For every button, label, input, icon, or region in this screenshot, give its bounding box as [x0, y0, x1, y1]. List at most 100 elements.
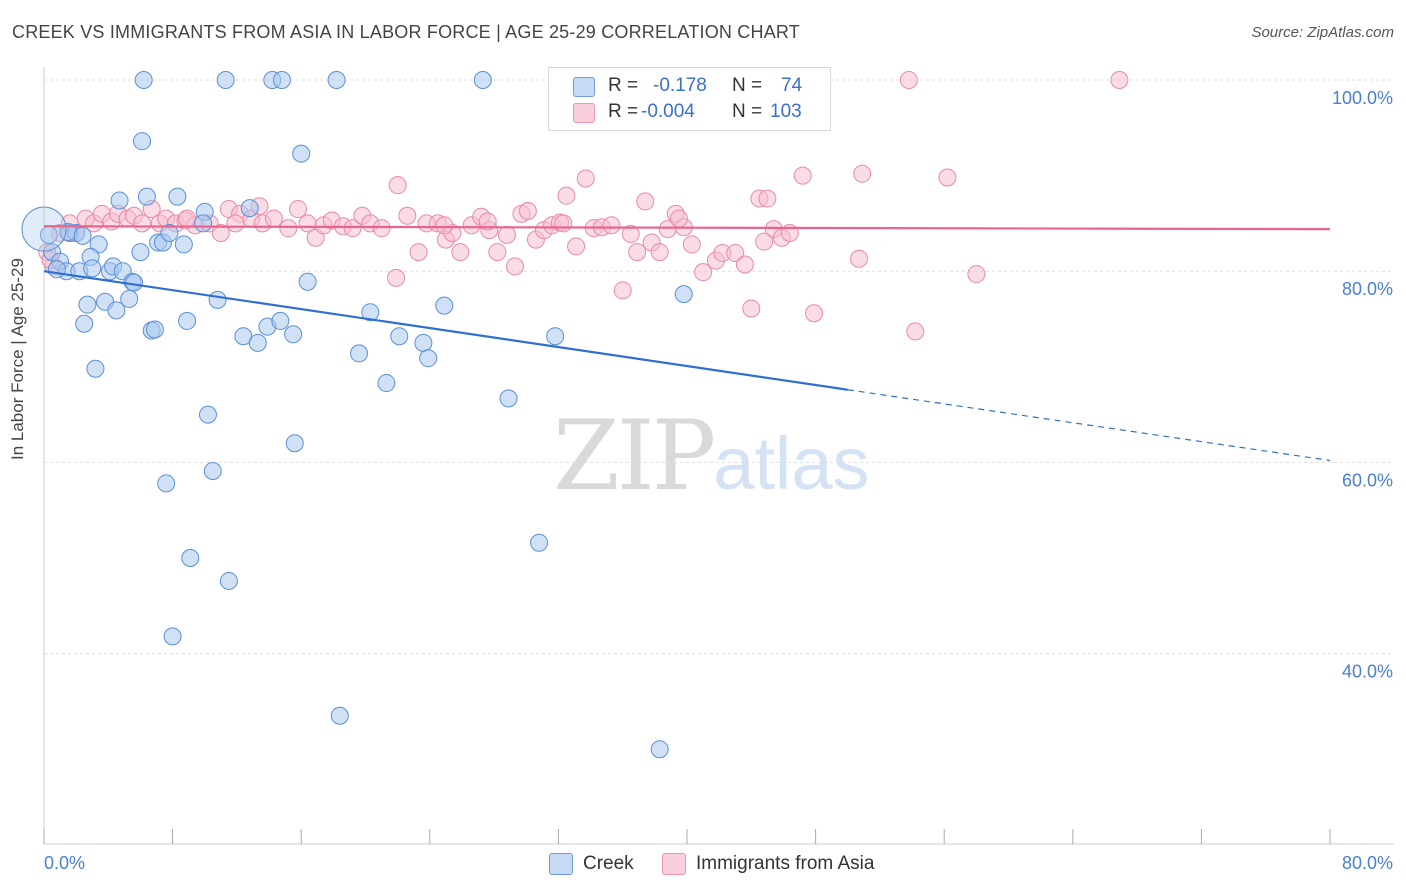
- legend: R = -0.178 N = 74 R = -0.004 N = 103: [548, 67, 831, 131]
- axes: [43, 67, 1394, 845]
- legend-n-value-creek: 74: [781, 75, 803, 96]
- asia-point: [576, 169, 595, 188]
- asia-point: [758, 189, 777, 208]
- asia-point: [906, 322, 925, 341]
- asia-point: [398, 206, 417, 225]
- asia-point: [726, 244, 745, 263]
- creek-point: [133, 132, 152, 151]
- legend-n-label: N =: [732, 75, 763, 96]
- creek-point: [674, 285, 693, 304]
- asia-point: [755, 232, 774, 251]
- creek-point: [414, 333, 433, 352]
- legend-r-label: R =: [608, 75, 639, 96]
- asia-point: [279, 219, 298, 238]
- creek-point: [272, 71, 291, 89]
- asia-point: [518, 201, 537, 220]
- asia-point: [793, 166, 812, 185]
- asia-point: [967, 265, 986, 284]
- creek-trend-line: [43, 270, 848, 391]
- asia-point: [372, 219, 391, 238]
- creek-point: [73, 226, 92, 245]
- asia-point: [505, 257, 524, 276]
- legend-swatch-asia: [573, 103, 595, 123]
- watermark-zip: ZIP: [553, 400, 716, 512]
- legend-n-value-asia: 103: [770, 101, 802, 122]
- asia-point: [557, 186, 576, 205]
- creek-point-large: [21, 206, 67, 252]
- y-tick-label: 60.0%: [1342, 470, 1393, 490]
- asia-point: [554, 214, 573, 233]
- creek-point: [145, 320, 164, 339]
- asia-point: [735, 255, 754, 274]
- asia-point: [613, 281, 632, 300]
- creek-point: [47, 260, 66, 279]
- asia-point: [488, 243, 507, 262]
- asia-point: [226, 214, 245, 233]
- creek-point: [168, 187, 187, 206]
- creek-point: [330, 706, 349, 725]
- creek-point: [292, 144, 311, 163]
- creek-point: [174, 235, 193, 254]
- asia-point: [853, 164, 872, 183]
- creek-point: [163, 627, 182, 646]
- creek-trend-extension: [847, 389, 1331, 462]
- asia-point: [742, 299, 761, 318]
- asia-point: [1110, 71, 1129, 89]
- asia-point: [264, 209, 283, 228]
- creek-point: [499, 389, 518, 408]
- creek-point: [327, 71, 346, 89]
- creek-point: [361, 303, 380, 322]
- creek-point: [271, 311, 290, 330]
- legend-r-value-creek: -0.178: [653, 75, 707, 96]
- creek-point: [110, 191, 129, 210]
- asia-point: [409, 243, 428, 262]
- creek-point: [530, 533, 549, 552]
- creek-point: [285, 434, 304, 453]
- creek-point: [419, 349, 438, 368]
- asia-point: [451, 243, 470, 262]
- asia-point: [497, 225, 516, 244]
- creek-point: [75, 314, 94, 333]
- creek-point: [240, 199, 259, 218]
- asia-point: [387, 268, 406, 287]
- asia-point: [133, 214, 152, 233]
- asia-point: [621, 224, 640, 243]
- creek-point: [390, 327, 409, 346]
- series-creek-points: [21, 71, 769, 759]
- creek-point: [83, 259, 102, 278]
- x-tick-label: 80.0%: [1342, 853, 1393, 873]
- creek-point: [284, 325, 303, 344]
- asia-trend-line: [43, 225, 1331, 231]
- creek-point: [137, 187, 156, 206]
- asia-point: [899, 71, 918, 89]
- creek-point: [181, 549, 200, 567]
- creek-point: [86, 359, 105, 378]
- bottom-legend-label-creek: Creek: [583, 853, 634, 874]
- creek-point: [131, 243, 150, 262]
- asia-point: [650, 243, 669, 262]
- y-tick-label: 80.0%: [1342, 279, 1393, 299]
- asia-point: [850, 249, 869, 268]
- creek-point: [203, 462, 222, 481]
- asia-point: [478, 212, 497, 231]
- asia-point: [804, 304, 823, 323]
- creek-point: [160, 223, 179, 242]
- legend-swatch-creek: [573, 77, 595, 97]
- asia-point: [211, 223, 230, 242]
- asia-point: [938, 168, 957, 187]
- creek-point: [650, 740, 669, 759]
- asia-point: [628, 243, 647, 262]
- creek-point: [208, 290, 227, 309]
- grid-lines: [44, 79, 1394, 655]
- creek-point: [157, 474, 176, 493]
- asia-point: [636, 192, 655, 211]
- asia-point: [343, 219, 362, 238]
- tick-labels: 100.0% 80.0% 60.0% 40.0% 0.0% 80.0%: [44, 88, 1393, 873]
- asia-point: [669, 209, 688, 228]
- bottom-legend-swatch-asia: [662, 853, 686, 875]
- creek-point: [473, 71, 492, 89]
- x-tick-label: 0.0%: [44, 853, 85, 873]
- asia-point: [388, 176, 407, 195]
- legend-row-asia: R = -0.004 N = 103: [549, 101, 830, 125]
- creek-point: [350, 344, 369, 363]
